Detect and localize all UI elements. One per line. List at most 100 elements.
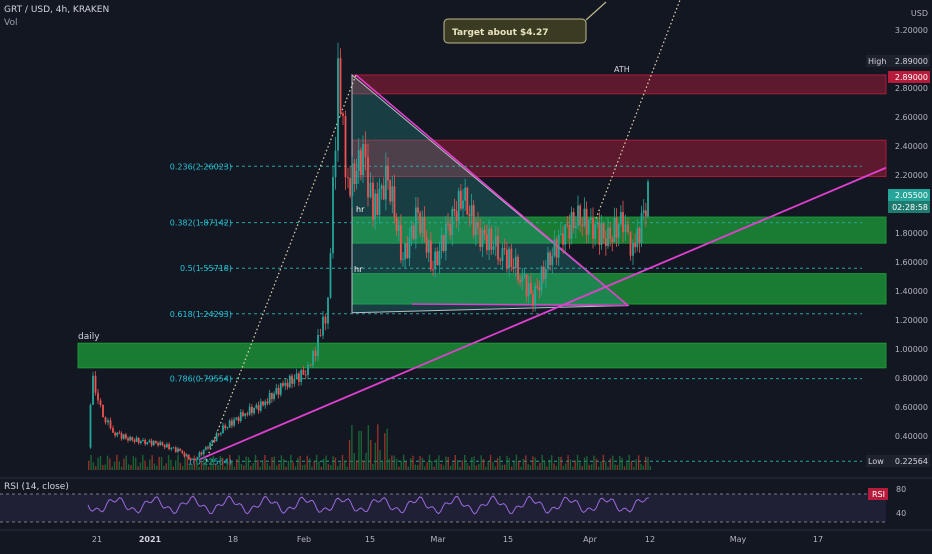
fib-level-label-0: 0.236(2.26023): [170, 162, 232, 171]
current-price-badge-bg: [888, 189, 930, 202]
y-tick-label: 2.40000: [895, 142, 928, 151]
candle-body: [577, 205, 579, 226]
candle-body: [222, 425, 224, 433]
candle-body: [94, 375, 97, 393]
volume-bar: [231, 460, 233, 470]
volume-bar: [419, 455, 421, 470]
candle-body: [275, 388, 278, 394]
volume-bar: [99, 456, 102, 470]
candle-body: [568, 225, 571, 239]
candle-body: [503, 248, 506, 250]
volume-bar: [360, 430, 362, 470]
candle-body: [324, 316, 327, 324]
candle-body: [347, 177, 349, 179]
x-tick-label: May: [730, 535, 747, 544]
volume-bar: [414, 464, 417, 470]
candle-body: [462, 200, 464, 209]
volume-bar: [334, 457, 337, 470]
candle-body: [209, 442, 212, 449]
volume-bar: [261, 459, 264, 470]
volume-bar: [503, 464, 506, 470]
candle-body: [547, 252, 549, 269]
volume-bar: [254, 454, 257, 470]
candle-body: [148, 440, 151, 443]
volume-bar: [247, 457, 250, 470]
volume-bar: [229, 454, 231, 470]
candle-body: [255, 405, 258, 408]
volume-bar: [276, 465, 278, 470]
candle-body: [602, 223, 605, 239]
candle-body: [277, 388, 280, 395]
candle-body: [293, 378, 296, 384]
volume-bar: [647, 457, 649, 470]
candle-body: [107, 420, 109, 423]
symbol-label[interactable]: GRT / USD, 4h, KRAKEN: [4, 5, 110, 15]
volume-bar: [492, 462, 494, 470]
candle-body: [183, 452, 186, 457]
triangle-lower-line: [411, 303, 629, 307]
candle-body: [116, 432, 119, 436]
candle-body: [464, 187, 467, 201]
candle-body: [284, 382, 287, 386]
rsi-title[interactable]: RSI (14, close): [4, 482, 69, 492]
volume-bar: [560, 456, 562, 470]
volume-bar: [553, 463, 555, 470]
candle-body: [207, 447, 209, 449]
volume-bar: [595, 458, 597, 470]
candle-body: [581, 224, 584, 227]
volume-bar: [384, 433, 386, 470]
candle-body: [286, 382, 289, 388]
candle-body: [202, 449, 205, 455]
candle-body: [133, 440, 136, 442]
volume-bar: [243, 465, 245, 470]
zone-support-3: [351, 273, 887, 305]
candle-body: [309, 364, 312, 366]
volume-bar: [287, 460, 290, 470]
candle-body: [479, 228, 482, 248]
candle-body: [257, 405, 260, 411]
rsi-level-40: 40: [896, 509, 906, 518]
volume-bar: [172, 466, 174, 470]
volume-bar: [233, 466, 236, 470]
candle-body: [470, 205, 473, 217]
x-tick-label: Apr: [583, 535, 598, 544]
candle-body: [165, 444, 168, 448]
candle-body: [351, 163, 354, 196]
volume-bar: [311, 466, 313, 470]
volume-bar: [520, 466, 522, 470]
candle-body: [512, 266, 515, 269]
candle-body: [157, 442, 159, 446]
volume-bar: [214, 464, 217, 470]
volume-bar: [177, 454, 179, 470]
candle-body: [483, 229, 486, 235]
candle-body: [163, 444, 166, 448]
candle-body: [137, 437, 140, 444]
volume-bar: [513, 461, 515, 470]
candle-body: [432, 269, 434, 271]
candle-body: [357, 150, 360, 171]
zone-resistance-0: [351, 74, 887, 95]
volume-bar: [158, 456, 160, 470]
candle-body: [89, 404, 92, 448]
volume-bar: [142, 454, 144, 470]
candle-body: [589, 217, 592, 220]
candle-body: [359, 150, 362, 175]
volume-bar: [541, 454, 543, 470]
candle-body: [295, 373, 298, 379]
candle-body: [118, 432, 121, 434]
candle-body: [384, 165, 387, 200]
candle-body: [378, 188, 381, 215]
candle-body: [438, 250, 441, 266]
candle-body: [174, 447, 177, 452]
candle-body: [159, 442, 162, 446]
volume-bar: [327, 464, 330, 470]
candle-body: [362, 144, 364, 175]
candle-body: [494, 235, 497, 247]
candle-body: [447, 223, 449, 225]
volume-bar: [572, 466, 574, 470]
candle-body: [414, 207, 417, 239]
candle-body: [317, 335, 319, 357]
volume-bar: [447, 457, 449, 470]
y-tick-label: 1.40000: [895, 287, 928, 296]
